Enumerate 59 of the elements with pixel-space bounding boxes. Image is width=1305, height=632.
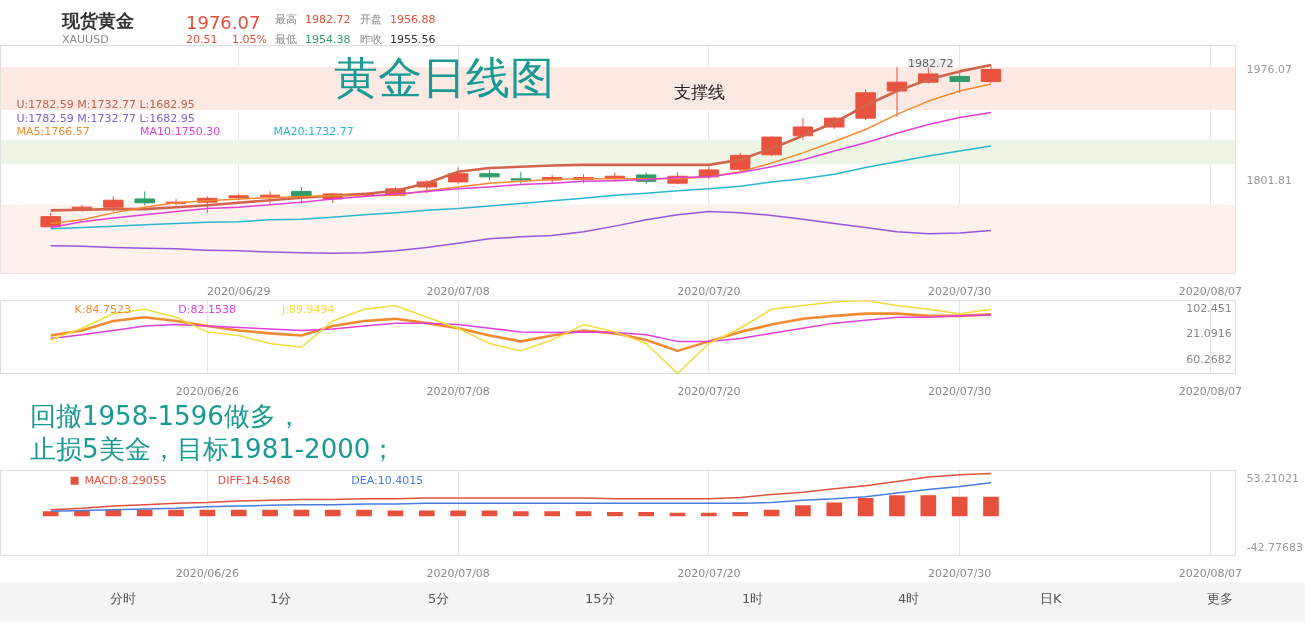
text: 回撤1958-1596做多， bbox=[30, 400, 303, 433]
x-tick-label: 2020/06/26 bbox=[175, 566, 240, 580]
y-tick-label: 1976.07 bbox=[1246, 63, 1292, 77]
text: 日K bbox=[1040, 590, 1062, 608]
series-label: DIFF:14.5468 bbox=[217, 474, 291, 488]
series-label: J:89.9494 bbox=[281, 302, 335, 316]
text: 1956.88 bbox=[390, 12, 436, 28]
annotation: 21.0916 bbox=[1186, 327, 1232, 341]
text: 开盘 bbox=[360, 12, 382, 28]
text: 4时 bbox=[898, 590, 920, 608]
series-label: K:84.7523 bbox=[74, 302, 132, 316]
text: 15分 bbox=[585, 590, 615, 608]
text: MA10:1750.30 bbox=[140, 124, 221, 138]
text: 1分 bbox=[270, 590, 292, 608]
text: 分时 bbox=[110, 590, 136, 608]
annotation: 最低 bbox=[275, 32, 297, 48]
text: 更多 bbox=[1207, 590, 1233, 608]
x-tick-label: 2020/07/08 bbox=[426, 384, 490, 398]
x-tick-label: 2020/07/20 bbox=[677, 566, 741, 580]
series-label: D:82.1538 bbox=[178, 302, 237, 316]
y-tick-label: -42.77683 bbox=[1246, 541, 1303, 555]
text: 1时 bbox=[742, 590, 764, 608]
annotation: U:1782.59 M:1732.77 L:1682.95 bbox=[16, 98, 195, 112]
annotation: U:1782.59 M:1732.77 L:1682.95 bbox=[16, 111, 195, 125]
text: 止损5美金，目标1981-2000； bbox=[30, 433, 397, 466]
x-tick-label: 2020/07/30 bbox=[927, 566, 992, 580]
chart-title: 现货黄金 bbox=[62, 9, 134, 33]
text: 1982.72 bbox=[305, 12, 351, 28]
annotation: 黄金日线图 bbox=[333, 51, 554, 103]
x-tick-label: 2020/08/07 bbox=[1178, 566, 1243, 580]
x-tick-label: 2020/07/30 bbox=[927, 384, 992, 398]
x-tick-label: 2020/07/30 bbox=[927, 284, 992, 298]
x-tick-label: 2020/07/08 bbox=[426, 284, 490, 298]
x-tick-label: 2020/08/07 bbox=[1178, 284, 1243, 298]
text: MA20:1732.77 bbox=[273, 124, 354, 138]
x-tick-label: 2020/06/26 bbox=[175, 384, 240, 398]
text: 1976.07 bbox=[186, 11, 261, 35]
legend-label: MACD:8.29055 bbox=[84, 474, 167, 488]
annotation: 支撑线 bbox=[673, 82, 725, 103]
annotation: 20.51 bbox=[186, 32, 218, 48]
annotation: 102.451 bbox=[1186, 301, 1232, 315]
x-tick-label: 2020/06/29 bbox=[207, 284, 271, 298]
annotation: 60.2682 bbox=[1186, 352, 1232, 366]
series-label: DEA:10.4015 bbox=[351, 474, 424, 488]
x-tick-label: 2020/08/07 bbox=[1178, 384, 1243, 398]
annotation: 1.05% bbox=[232, 32, 267, 48]
x-tick-label: 2020/07/20 bbox=[677, 384, 741, 398]
x-tick-label: 2020/07/20 bbox=[677, 284, 741, 298]
text: 最高 bbox=[275, 12, 297, 28]
text: 5分 bbox=[428, 590, 450, 608]
text: MA5:1766.57 bbox=[16, 124, 90, 138]
y-tick-label: 53.21021 bbox=[1246, 471, 1299, 485]
chart-subtitle: XAUUSD bbox=[62, 32, 109, 48]
annotation: 1954.38 bbox=[305, 32, 351, 48]
y-tick-label: 1801.81 bbox=[1246, 173, 1292, 187]
annotation: 1982.72 bbox=[907, 57, 954, 71]
annotation: 1955.56 bbox=[390, 32, 436, 48]
annotation: 昨收 bbox=[360, 32, 382, 48]
x-tick-label: 2020/07/08 bbox=[426, 566, 490, 580]
